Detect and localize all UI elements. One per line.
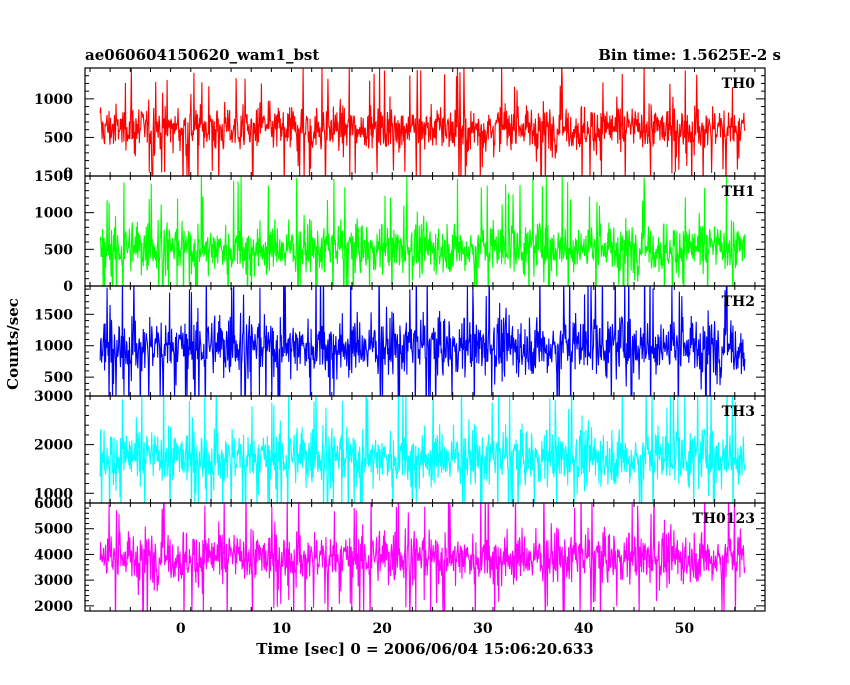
panel-th0123: 2000 3000 4000 5000 6000 TH0123 (34, 496, 766, 615)
y-tick-label: 0 (63, 166, 73, 182)
y-tick-label: 3000 (34, 389, 73, 405)
panel-label-th3: TH3 (722, 404, 755, 420)
y-tick-label: 1000 (34, 206, 73, 222)
y-tick-label: 0 (63, 279, 73, 295)
y-tick-label: 2000 (34, 438, 73, 454)
y-tick-label: 2000 (34, 599, 73, 615)
panel-label-th1: TH1 (722, 184, 755, 200)
panel-label-th0123: TH0123 (692, 511, 755, 527)
x-tick-label: 30 (473, 621, 493, 637)
y-tick-label: 6000 (34, 496, 73, 512)
x-tick-label: 20 (372, 621, 392, 637)
chart-title: ae060604150620_wam1_bst (85, 46, 319, 64)
x-tick-label: 40 (574, 621, 594, 637)
panel-th1: 0 500 1000 1500 TH1 (34, 169, 766, 295)
series-line-th0123 (99, 503, 746, 611)
panel-th3: 1000 2000 3000 TH3 (34, 389, 766, 504)
y-tick-label: 1000 (34, 339, 73, 355)
panel-label-th2: TH2 (722, 294, 755, 310)
y-tick-label: 4000 (34, 547, 73, 563)
y-tick-label: 500 (44, 370, 73, 386)
y-tick-label: 3000 (34, 573, 73, 589)
x-tick-label: 10 (272, 621, 292, 637)
x-tick-label: 50 (675, 621, 695, 637)
y-tick-label: 1000 (34, 92, 73, 108)
bin-time-label: Bin time: 1.5625E-2 s (598, 46, 781, 64)
y-axis-title: Counts/sec (4, 298, 22, 390)
y-tick-label: 1500 (34, 307, 73, 323)
series-line-th0 (99, 68, 746, 176)
y-tick-label: 500 (44, 242, 73, 258)
y-tick-label: 1500 (34, 169, 73, 185)
panel-th0: 500 1000 0 TH0 (34, 67, 766, 182)
panels: 50010000TH0050010001500TH150010001500TH2… (34, 67, 766, 637)
x-tick-label: 0 (176, 621, 186, 637)
y-tick-label: 1000 (34, 486, 73, 502)
series-line-th2 (99, 286, 746, 396)
y-tick-label: 500 (44, 130, 73, 146)
series-line-th3 (99, 396, 746, 503)
series-line-th1 (99, 176, 746, 286)
panel-frame (84, 502, 766, 612)
panel-label-th0: TH0 (722, 76, 756, 92)
panel-th2: 500 1000 1500 TH2 (34, 285, 766, 397)
y-tick-label: 5000 (34, 522, 73, 538)
x-axis-title: Time [sec] 0 = 2006/06/04 15:06:20.633 (256, 640, 593, 658)
